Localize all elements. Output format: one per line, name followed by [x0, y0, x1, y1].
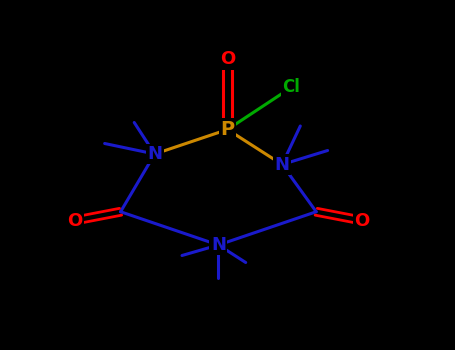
Text: O: O: [220, 50, 235, 69]
Text: O: O: [67, 211, 83, 230]
Text: Cl: Cl: [282, 78, 300, 97]
Text: O: O: [354, 211, 369, 230]
Text: N: N: [211, 236, 226, 254]
Text: N: N: [147, 145, 162, 163]
Text: N: N: [275, 155, 289, 174]
Text: P: P: [220, 120, 235, 139]
